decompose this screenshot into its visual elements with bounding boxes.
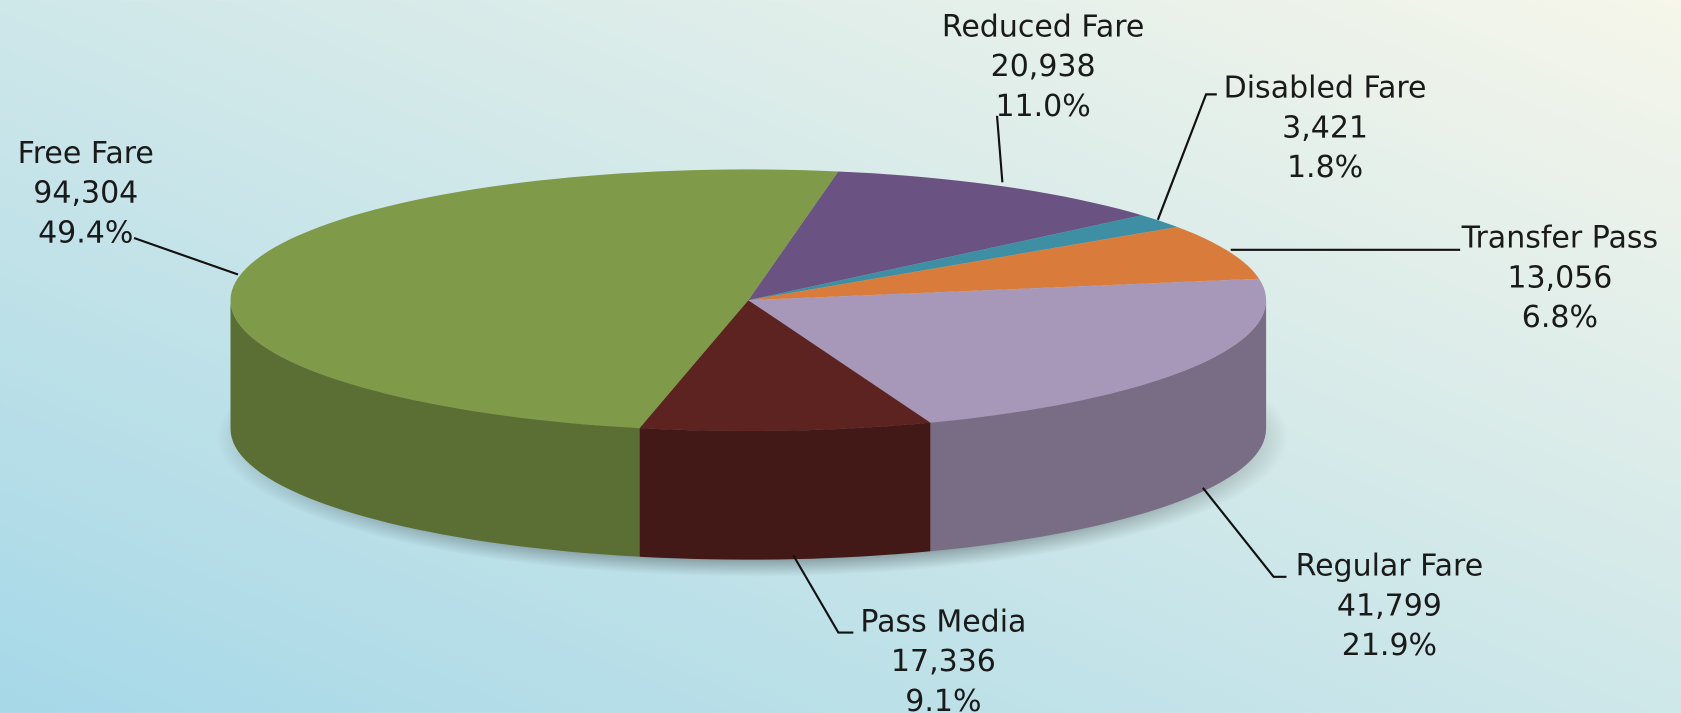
slice-side [639, 422, 931, 560]
value-label: 13,056 [1507, 260, 1612, 295]
category-label: Transfer Pass [1461, 221, 1659, 256]
slice [230, 169, 839, 429]
value-label: 3,421 [1282, 110, 1368, 145]
category-label: Free Fare [18, 136, 154, 171]
category-label: Regular Fare [1296, 549, 1484, 584]
slice-side [230, 300, 640, 557]
slice-side [930, 300, 1267, 552]
slice [639, 300, 931, 432]
percent-label: 1.8% [1287, 150, 1363, 185]
leader-line [792, 554, 854, 634]
pie [230, 169, 1267, 560]
leader-line [995, 115, 1004, 183]
slice [748, 278, 1267, 423]
leader-line [1202, 487, 1287, 578]
percent-label: 49.4% [38, 215, 133, 250]
value-label: 94,304 [33, 176, 138, 211]
value-label: 17,336 [891, 644, 996, 679]
slice [748, 171, 1142, 301]
labels: Reduced Fare 20,938 11.0% Disabled Fare 3,42… [18, 9, 1658, 713]
leader-line [133, 237, 239, 276]
percent-label: 6.8% [1522, 300, 1598, 335]
value-label: 41,799 [1337, 588, 1442, 623]
category-label: Disabled Fare [1224, 71, 1427, 106]
category-label: Pass Media [860, 604, 1026, 639]
category-label: Reduced Fare [942, 9, 1145, 44]
percent-label: 21.9% [1342, 628, 1437, 663]
percent-label: 9.1% [905, 684, 981, 713]
slice [748, 215, 1178, 301]
value-label: 20,938 [991, 49, 1096, 84]
percent-label: 11.0% [995, 89, 1090, 124]
leader-line [1156, 93, 1217, 221]
slice [748, 226, 1260, 301]
